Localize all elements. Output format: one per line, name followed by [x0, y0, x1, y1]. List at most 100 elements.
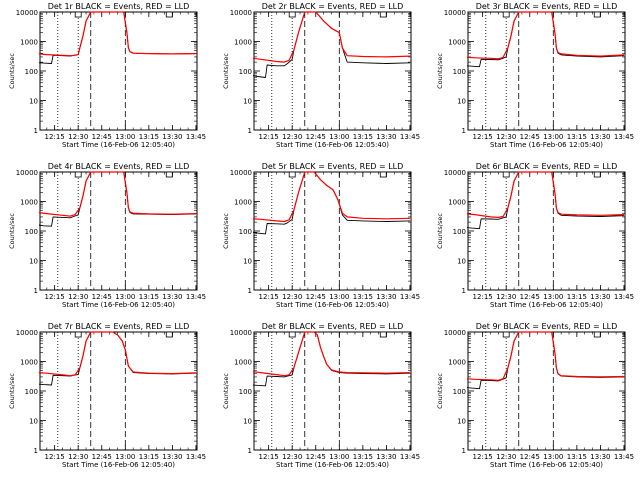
x-tick-label: 13:00 [329, 453, 349, 461]
y-tick-label: 10 [457, 258, 466, 266]
x-tick-label: 13:30 [162, 133, 182, 141]
attenuator-marker [74, 11, 82, 18]
y-axis-label: Counts/sec [222, 213, 230, 249]
y-tick-label: 10000 [16, 329, 38, 337]
lld-series-line [252, 331, 411, 377]
x-tick-label: 12:15 [473, 453, 493, 461]
plot-frame [253, 331, 412, 451]
panel-title: Det 4r BLACK = Events, RED = LLD [48, 162, 190, 171]
x-axis-label: Start Time (16-Feb-06 12:05:40) [62, 141, 175, 149]
y-tick-label: 1 [34, 287, 38, 295]
y-tick-label: 1000 [20, 199, 38, 207]
x-tick-label: 12:30 [496, 133, 516, 141]
x-tick-label: 12:15 [259, 133, 279, 141]
attenuator-marker [288, 331, 296, 338]
x-tick-label: 13:30 [590, 293, 610, 301]
y-axis-label: Counts/sec [8, 213, 16, 249]
panel-title: Det 8r BLACK = Events, RED = LLD [262, 322, 404, 331]
x-tick-label: 13:00 [543, 453, 563, 461]
y-tick-label: 1000 [448, 39, 466, 47]
y-tick-label: 10 [457, 418, 466, 426]
x-tick-label: 13:30 [376, 293, 396, 301]
panel-title: Det 6r BLACK = Events, RED = LLD [476, 162, 618, 171]
x-tick-label: 12:15 [259, 293, 279, 301]
panel-title: Det 1r BLACK = Events, RED = LLD [48, 2, 190, 11]
x-tick-label: 13:45 [186, 453, 206, 461]
x-axis-label: Start Time (16-Feb-06 12:05:40) [62, 301, 175, 309]
x-tick-label: 13:00 [115, 293, 135, 301]
x-tick-label: 12:45 [92, 453, 112, 461]
x-tick-label: 12:30 [68, 133, 88, 141]
attenuator-marker [379, 171, 387, 178]
x-tick-label: 13:45 [614, 453, 634, 461]
x-tick-label: 13:00 [329, 133, 349, 141]
x-tick-label: 13:45 [400, 453, 420, 461]
y-tick-label: 10 [243, 258, 252, 266]
panel-det-5: Det 5r BLACK = Events, RED = LLD 1 10 100 10… [222, 162, 420, 309]
y-tick-label: 1 [248, 127, 252, 135]
x-tick-label: 12:30 [68, 293, 88, 301]
plot-frame [467, 171, 626, 291]
x-tick-label: 13:00 [543, 133, 563, 141]
lld-series-line [466, 11, 625, 60]
x-tick-label: 12:45 [306, 453, 326, 461]
y-tick-label: 1000 [448, 359, 466, 367]
y-tick-label: 100 [25, 388, 38, 396]
x-tick-label: 13:30 [162, 453, 182, 461]
attenuator-marker [593, 11, 601, 18]
y-tick-label: 100 [239, 68, 252, 76]
y-tick-label: 100 [239, 228, 252, 236]
x-tick-label: 12:45 [92, 133, 112, 141]
x-tick-label: 12:30 [282, 453, 302, 461]
y-tick-label: 1 [462, 127, 466, 135]
y-tick-label: 10000 [444, 9, 466, 17]
x-tick-label: 13:45 [186, 133, 206, 141]
attenuator-marker [165, 171, 173, 178]
x-tick-label: 13:15 [567, 293, 587, 301]
lld-series-line [38, 171, 197, 217]
y-axis-label: Counts/sec [222, 53, 230, 89]
attenuator-marker [502, 11, 510, 18]
y-tick-label: 10000 [444, 329, 466, 337]
x-tick-label: 13:15 [567, 133, 587, 141]
x-tick-label: 12:30 [68, 453, 88, 461]
y-tick-label: 100 [25, 68, 38, 76]
attenuator-marker [502, 331, 510, 338]
x-tick-label: 12:30 [496, 453, 516, 461]
x-tick-label: 13:30 [590, 453, 610, 461]
events-series-line [466, 171, 625, 230]
y-tick-label: 1000 [448, 199, 466, 207]
x-tick-label: 12:45 [306, 293, 326, 301]
y-axis-label: Counts/sec [436, 373, 444, 409]
y-tick-label: 100 [25, 228, 38, 236]
y-tick-label: 10 [29, 258, 38, 266]
lld-series-line [466, 171, 625, 218]
x-axis-label: Start Time (16-Feb-06 12:05:40) [490, 141, 603, 149]
y-tick-label: 10 [29, 98, 38, 106]
x-tick-label: 13:30 [376, 453, 396, 461]
x-tick-label: 12:45 [306, 133, 326, 141]
plot-frame [253, 11, 412, 131]
y-tick-label: 10000 [230, 9, 252, 17]
y-tick-label: 1 [34, 127, 38, 135]
x-tick-label: 13:45 [614, 293, 634, 301]
lld-series-line [466, 331, 625, 381]
plot-frame [467, 331, 626, 451]
y-tick-label: 1 [34, 447, 38, 455]
x-tick-label: 13:00 [543, 293, 563, 301]
x-tick-label: 12:30 [282, 133, 302, 141]
y-tick-label: 10 [29, 418, 38, 426]
plot-frame [467, 11, 626, 131]
y-tick-label: 10 [457, 98, 466, 106]
x-tick-label: 13:15 [139, 133, 159, 141]
y-tick-label: 10000 [230, 169, 252, 177]
x-tick-label: 13:15 [567, 453, 587, 461]
events-series-line [252, 11, 411, 78]
y-tick-label: 1000 [234, 39, 252, 47]
x-tick-label: 13:15 [139, 293, 159, 301]
x-tick-label: 12:45 [520, 133, 540, 141]
y-axis-label: Counts/sec [222, 373, 230, 409]
plot-frame [39, 171, 198, 291]
panel-det-4: Det 4r BLACK = Events, RED = LLD 1 10 100 10… [8, 162, 206, 309]
plot-frame [39, 11, 198, 131]
